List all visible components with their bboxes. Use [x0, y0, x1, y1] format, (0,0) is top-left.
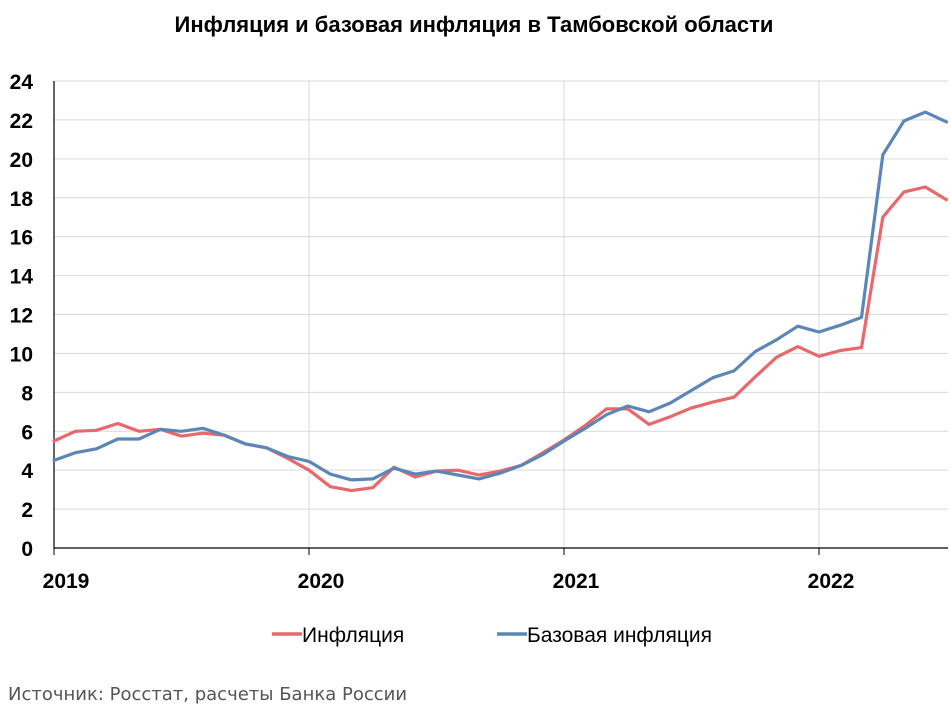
y-tick-label: 18 [10, 188, 34, 211]
chart-title: Инфляция и базовая инфляция в Тамбовской… [175, 12, 774, 37]
grid-layer [54, 80, 948, 548]
series-layer [52, 110, 949, 493]
y-tick-label: 22 [10, 110, 33, 133]
y-tick-label: 24 [10, 71, 34, 94]
x-tick-label: 2021 [553, 570, 600, 593]
y-tick-label: 16 [10, 227, 33, 250]
y-tick-label: 8 [21, 382, 33, 405]
y-tick-label: 10 [10, 343, 33, 366]
y-tick-label: 20 [10, 149, 33, 172]
x-tick-label: 2019 [43, 570, 90, 593]
x-tick-label: 2020 [298, 570, 345, 593]
y-tick-label: 4 [21, 460, 33, 483]
y-tick-label: 2 [21, 499, 33, 522]
legend-label-inflation: Инфляция [302, 624, 404, 647]
y-tick-label: 12 [10, 305, 33, 328]
series-line-core-inflation [52, 110, 949, 482]
y-tick-label: 6 [21, 421, 33, 444]
source-note: Источник: Росстат, расчеты Банка России [8, 684, 408, 705]
series-line-inflation [52, 185, 949, 493]
legend: Инфляция Базовая инфляция [272, 624, 712, 647]
y-tick-label: 14 [10, 266, 34, 289]
legend-label-core-inflation: Базовая инфляция [527, 624, 712, 647]
x-tick-label: 2022 [808, 570, 855, 593]
y-tick-label: 0 [21, 538, 33, 561]
